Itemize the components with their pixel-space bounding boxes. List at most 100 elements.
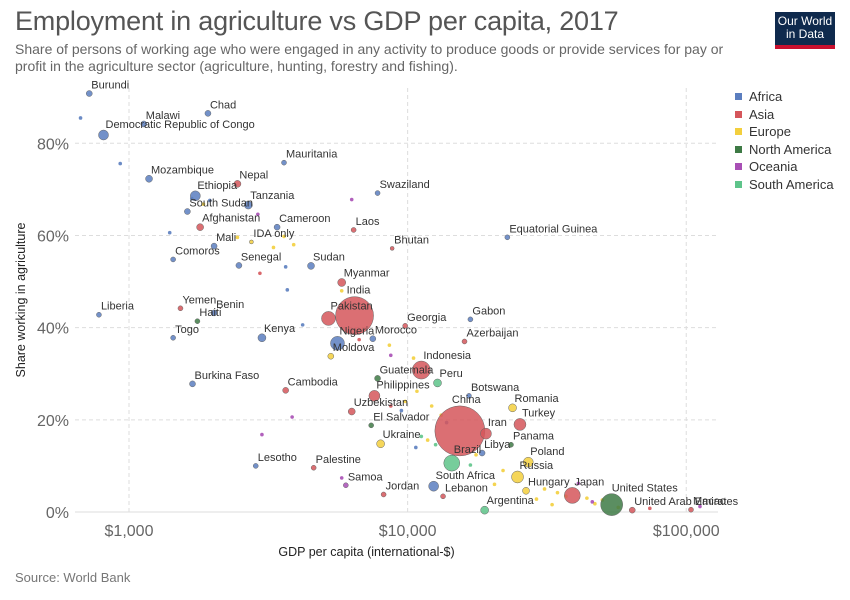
legend-item[interactable]: Oceania xyxy=(735,158,834,176)
point-label: El Salvador xyxy=(373,411,430,423)
data-point xyxy=(429,404,434,408)
legend-label: Africa xyxy=(749,89,783,105)
data-point xyxy=(433,442,438,447)
legend-item[interactable]: Europe xyxy=(735,123,834,141)
data-point xyxy=(523,456,534,468)
data-point xyxy=(492,482,497,487)
data-point xyxy=(415,389,419,394)
point-label: Malawi xyxy=(146,110,180,122)
data-point xyxy=(374,190,381,196)
point-label: Guatemala xyxy=(380,364,435,376)
data-point xyxy=(504,234,511,241)
data-point xyxy=(256,212,260,217)
source-note: Source: World Bank xyxy=(15,570,131,585)
data-point xyxy=(194,318,201,324)
point-label: Japan xyxy=(574,476,604,488)
point-label: Myanmar xyxy=(344,267,390,279)
point-label: Georgia xyxy=(407,312,447,324)
point-label: Romania xyxy=(515,393,560,405)
data-point xyxy=(419,434,424,439)
data-point xyxy=(593,501,597,506)
data-point xyxy=(501,468,505,473)
data-point xyxy=(555,490,560,495)
data-point xyxy=(387,343,392,347)
data-point xyxy=(508,441,514,448)
legend[interactable]: Africa Asia Europe North America Oceania Sout… xyxy=(735,88,834,193)
data-point xyxy=(235,262,243,269)
data-point xyxy=(271,245,276,250)
data-point xyxy=(368,422,374,429)
point-label: Haiti xyxy=(199,307,221,319)
point-label: IDA only xyxy=(253,228,294,240)
point-label: Equatorial Guinea xyxy=(509,223,598,235)
data-point xyxy=(357,337,361,342)
data-point xyxy=(443,454,461,472)
point-label: Mozambique xyxy=(151,164,214,176)
data-point xyxy=(257,333,267,343)
data-point xyxy=(307,262,315,270)
chart-title: Employment in agriculture vs GDP per cap… xyxy=(15,6,619,36)
point-label: Gabon xyxy=(472,305,505,317)
point-label: Pakistan xyxy=(330,300,372,312)
data-point xyxy=(235,235,240,240)
data-point xyxy=(170,256,176,263)
logo-line-2: in Data xyxy=(785,27,825,41)
point-label: Brazil xyxy=(454,444,482,456)
point-label: Sudan xyxy=(313,251,345,263)
point-label: Ethiopia xyxy=(197,180,238,192)
point-label: Philippines xyxy=(376,379,430,391)
legend-item[interactable]: South America xyxy=(735,176,834,194)
legend-swatch xyxy=(735,180,742,188)
data-point xyxy=(480,427,492,440)
point-label: Panama xyxy=(513,431,555,443)
data-point xyxy=(281,159,287,166)
data-point xyxy=(291,242,296,247)
point-label: Uzbekistan xyxy=(354,397,408,409)
data-point xyxy=(273,223,281,231)
x-tick-label: $1,000 xyxy=(105,523,154,540)
data-point xyxy=(204,110,212,117)
our-world-in-data-logo[interactable]: Our World in Data xyxy=(775,12,835,49)
x-tick-label: $10,000 xyxy=(379,523,437,540)
legend-item[interactable]: North America xyxy=(735,141,834,159)
data-point xyxy=(189,380,196,388)
y-tick-label: 80% xyxy=(37,136,69,153)
point-label: Argentina xyxy=(487,495,535,507)
point-label: Afghanistan xyxy=(202,213,260,225)
legend-item[interactable]: Africa xyxy=(735,88,834,106)
data-point xyxy=(327,352,335,360)
data-point xyxy=(86,90,93,97)
point-label: Peru xyxy=(439,368,462,380)
data-point xyxy=(600,493,623,516)
data-point xyxy=(335,296,374,335)
data-point xyxy=(368,390,381,402)
data-point xyxy=(140,120,148,128)
data-point xyxy=(440,493,446,500)
legend-swatch xyxy=(735,110,742,118)
data-point xyxy=(300,323,305,327)
point-label: Lebanon xyxy=(445,482,488,494)
chart-subtitle: Share of persons of working age who were… xyxy=(15,41,724,74)
legend-label: Asia xyxy=(749,106,775,122)
logo-line-1: Our World xyxy=(777,14,833,28)
data-point xyxy=(337,278,346,287)
data-point xyxy=(376,439,385,449)
data-point xyxy=(468,463,473,467)
data-point xyxy=(350,227,357,233)
y-tick-label: 40% xyxy=(37,321,69,338)
data-point xyxy=(698,504,702,509)
data-point xyxy=(467,316,474,323)
data-point xyxy=(339,476,344,480)
legend-swatch xyxy=(735,93,742,101)
data-point xyxy=(564,487,581,504)
point-label: Nigeria xyxy=(339,325,375,337)
legend-item[interactable]: Asia xyxy=(735,106,834,124)
point-label: South Africa xyxy=(436,470,496,482)
data-point xyxy=(177,305,184,312)
data-point xyxy=(425,438,430,442)
point-label: Liberia xyxy=(101,301,135,313)
data-point xyxy=(167,230,172,235)
data-point xyxy=(283,265,288,269)
data-point xyxy=(388,353,393,358)
data-point xyxy=(98,129,109,141)
